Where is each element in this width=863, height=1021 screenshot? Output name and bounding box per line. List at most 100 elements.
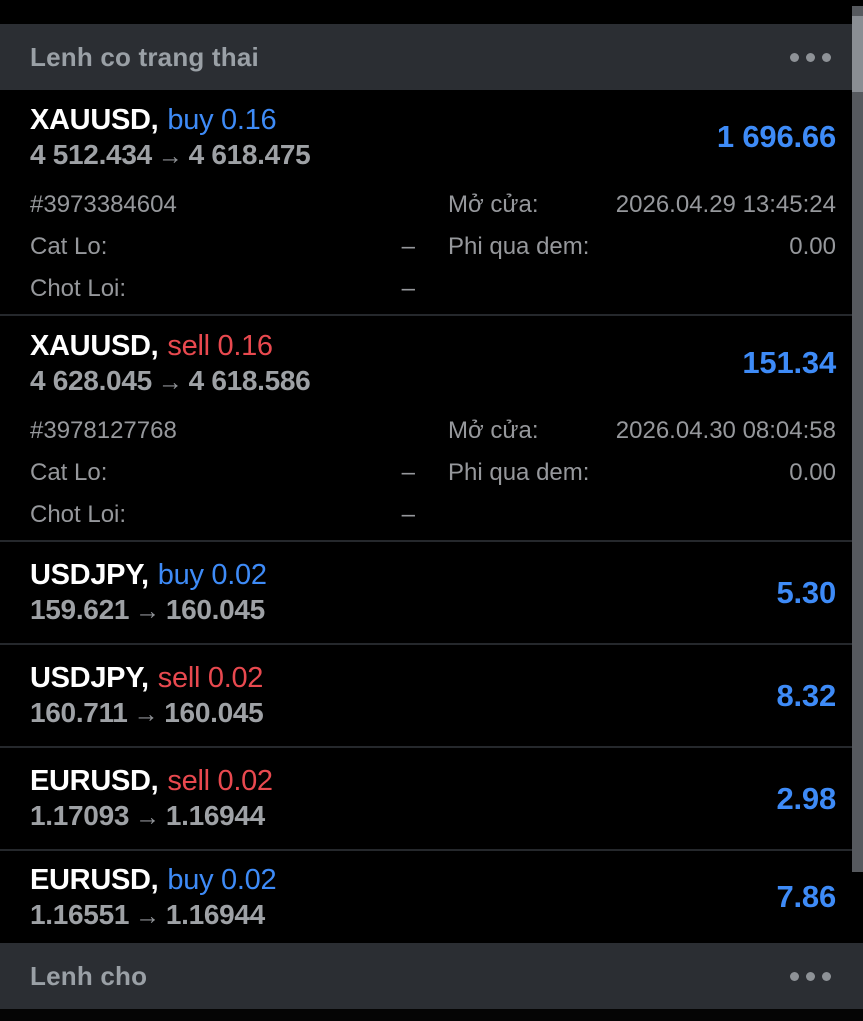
position-row-usdjpy-sell[interactable]: USDJPY, sell 0.02 160.711 → 160.045 8.32 bbox=[0, 645, 863, 746]
price-range: 1.17093 → 1.16944 bbox=[30, 800, 273, 832]
direction-volume: buy 0.02 bbox=[157, 559, 267, 591]
symbol: XAUUSD, bbox=[30, 103, 159, 136]
position-details: #3978127768 Mở cửa: 2026.04.30 08:04:58 … bbox=[30, 408, 836, 536]
open-price: 160.711 bbox=[30, 697, 128, 728]
direction-volume: buy 0.16 bbox=[167, 103, 277, 136]
price-range: 160.711 → 160.045 bbox=[30, 697, 264, 729]
arrow-right-icon: → bbox=[135, 901, 160, 930]
price-range: 4 628.045 → 4 618.586 bbox=[30, 364, 311, 397]
current-price: 4 618.475 bbox=[188, 138, 311, 170]
position-details: #3973384604 Mở cửa: 2026.04.29 13:45:24 … bbox=[30, 182, 836, 310]
detail-row: #3978127768 Mở cửa: 2026.04.30 08:04:58 bbox=[30, 410, 836, 452]
profit-value: 1 696.66 bbox=[716, 119, 836, 154]
swap-value: 0.00 bbox=[789, 459, 836, 486]
symbol: XAUUSD, bbox=[30, 329, 159, 362]
more-horizontal-icon bbox=[822, 52, 831, 62]
take-profit-value: – bbox=[401, 501, 415, 528]
symbol-line: USDJPY, sell 0.02 bbox=[30, 662, 263, 695]
position-row-xauusd-buy[interactable]: XAUUSD, buy 0.16 4 512.434 → 4 618.475 1 69… bbox=[0, 90, 863, 314]
more-horizontal-icon bbox=[790, 971, 799, 981]
positions-section-header: Lenh co trang thai bbox=[0, 24, 863, 90]
position-main: EURUSD, buy 0.02 1.16551 → 1.16944 7.86 bbox=[30, 851, 836, 943]
arrow-right-icon: → bbox=[133, 700, 159, 728]
row-divider bbox=[0, 540, 863, 542]
pending-orders-more-options-button[interactable] bbox=[788, 962, 833, 991]
open-time-label: Mở cửa: bbox=[448, 191, 539, 218]
open-time-value: 2026.04.30 08:04:58 bbox=[615, 417, 836, 444]
stop-loss-label: Cat Lo: bbox=[30, 459, 108, 486]
take-profit-label: Chot Loi: bbox=[30, 501, 127, 528]
symbol-line: USDJPY, buy 0.02 bbox=[30, 559, 267, 592]
current-price: 160.045 bbox=[164, 697, 264, 728]
open-price: 1.17093 bbox=[30, 800, 130, 831]
top-black-strip bbox=[0, 0, 863, 24]
swap-label: Phi qua dem: bbox=[448, 233, 590, 260]
swap-value: 0.00 bbox=[789, 233, 836, 260]
symbol: USDJPY, bbox=[30, 559, 149, 591]
positions-section-title: Lenh co trang thai bbox=[30, 41, 259, 72]
row-divider bbox=[0, 849, 863, 851]
position-main: XAUUSD, buy 0.16 4 512.434 → 4 618.475 1 69… bbox=[30, 92, 836, 182]
position-main: XAUUSD, sell 0.16 4 628.045 → 4 618.586 151… bbox=[30, 318, 836, 408]
direction-volume: sell 0.16 bbox=[167, 329, 273, 362]
symbol: EURUSD, bbox=[30, 765, 159, 797]
direction-volume: sell 0.02 bbox=[167, 765, 273, 797]
open-price: 159.621 bbox=[30, 594, 130, 625]
ticket-number: #3978127768 bbox=[30, 417, 177, 444]
price-range: 159.621 → 160.045 bbox=[30, 594, 267, 626]
symbol: EURUSD, bbox=[30, 863, 159, 896]
position-row-eurusd-buy[interactable]: EURUSD, buy 0.02 1.16551 → 1.16944 7.86 bbox=[0, 851, 863, 943]
stop-loss-label: Cat Lo: bbox=[30, 233, 108, 260]
stop-loss-value: – bbox=[401, 233, 415, 260]
row-divider bbox=[0, 643, 863, 645]
position-row-eurusd-sell[interactable]: EURUSD, sell 0.02 1.17093 → 1.16944 2.98 bbox=[0, 748, 863, 849]
symbol-line: XAUUSD, sell 0.16 bbox=[30, 330, 310, 363]
position-row-usdjpy-buy[interactable]: USDJPY, buy 0.02 159.621 → 160.045 5.30 bbox=[0, 542, 863, 643]
profit-value: 5.30 bbox=[776, 574, 836, 610]
more-horizontal-icon bbox=[822, 971, 831, 981]
current-price: 160.045 bbox=[165, 594, 265, 625]
row-divider bbox=[0, 746, 863, 748]
position-row-xauusd-sell[interactable]: XAUUSD, sell 0.16 4 628.045 → 4 618.586 151… bbox=[0, 316, 863, 540]
position-main: USDJPY, sell 0.02 160.711 → 160.045 8.32 bbox=[30, 645, 836, 746]
price-range: 4 512.434 → 4 618.475 bbox=[30, 138, 311, 171]
take-profit-label: Chot Loi: bbox=[30, 275, 127, 302]
profit-value: 7.86 bbox=[776, 879, 836, 914]
arrow-right-icon: → bbox=[135, 803, 160, 831]
price-range: 1.16551 → 1.16944 bbox=[30, 899, 276, 931]
direction-volume: sell 0.02 bbox=[157, 662, 264, 694]
open-time-value: 2026.04.29 13:45:24 bbox=[615, 191, 836, 218]
current-price: 4 618.586 bbox=[188, 364, 311, 396]
symbol-line: EURUSD, sell 0.02 bbox=[30, 765, 273, 798]
pending-orders-section-header: Lenh cho bbox=[0, 943, 863, 1009]
position-main: USDJPY, buy 0.02 159.621 → 160.045 5.30 bbox=[30, 542, 836, 643]
direction-volume: buy 0.02 bbox=[167, 863, 277, 896]
symbol-line: EURUSD, buy 0.02 bbox=[30, 863, 277, 897]
scrollbar-track[interactable] bbox=[852, 6, 863, 872]
ticket-number: #3973384604 bbox=[30, 191, 177, 218]
bottom-black-strip bbox=[0, 1009, 863, 1021]
detail-row: #3973384604 Mở cửa: 2026.04.29 13:45:24 bbox=[30, 184, 836, 226]
arrow-right-icon: → bbox=[157, 141, 183, 170]
current-price: 1.16944 bbox=[165, 898, 265, 930]
detail-row: Chot Loi: – bbox=[30, 494, 836, 536]
profit-value: 2.98 bbox=[776, 780, 836, 816]
current-price: 1.16944 bbox=[165, 800, 265, 831]
detail-row: Chot Loi: – bbox=[30, 268, 836, 310]
arrow-right-icon: → bbox=[135, 597, 160, 625]
open-time-label: Mở cửa: bbox=[448, 417, 539, 444]
profit-value: 8.32 bbox=[776, 677, 836, 713]
symbol: USDJPY, bbox=[30, 662, 149, 694]
positions-more-options-button[interactable] bbox=[788, 43, 833, 72]
arrow-right-icon: → bbox=[157, 367, 183, 396]
open-price: 1.16551 bbox=[30, 898, 130, 930]
pending-orders-section-title: Lenh cho bbox=[30, 960, 148, 991]
open-price: 4 628.045 bbox=[30, 364, 152, 396]
more-horizontal-icon bbox=[806, 971, 815, 981]
symbol-line: XAUUSD, buy 0.16 bbox=[30, 104, 310, 137]
stop-loss-value: – bbox=[401, 459, 415, 486]
take-profit-value: – bbox=[401, 275, 415, 302]
profit-value: 151.34 bbox=[742, 345, 836, 380]
scrollbar-thumb[interactable] bbox=[852, 16, 863, 92]
